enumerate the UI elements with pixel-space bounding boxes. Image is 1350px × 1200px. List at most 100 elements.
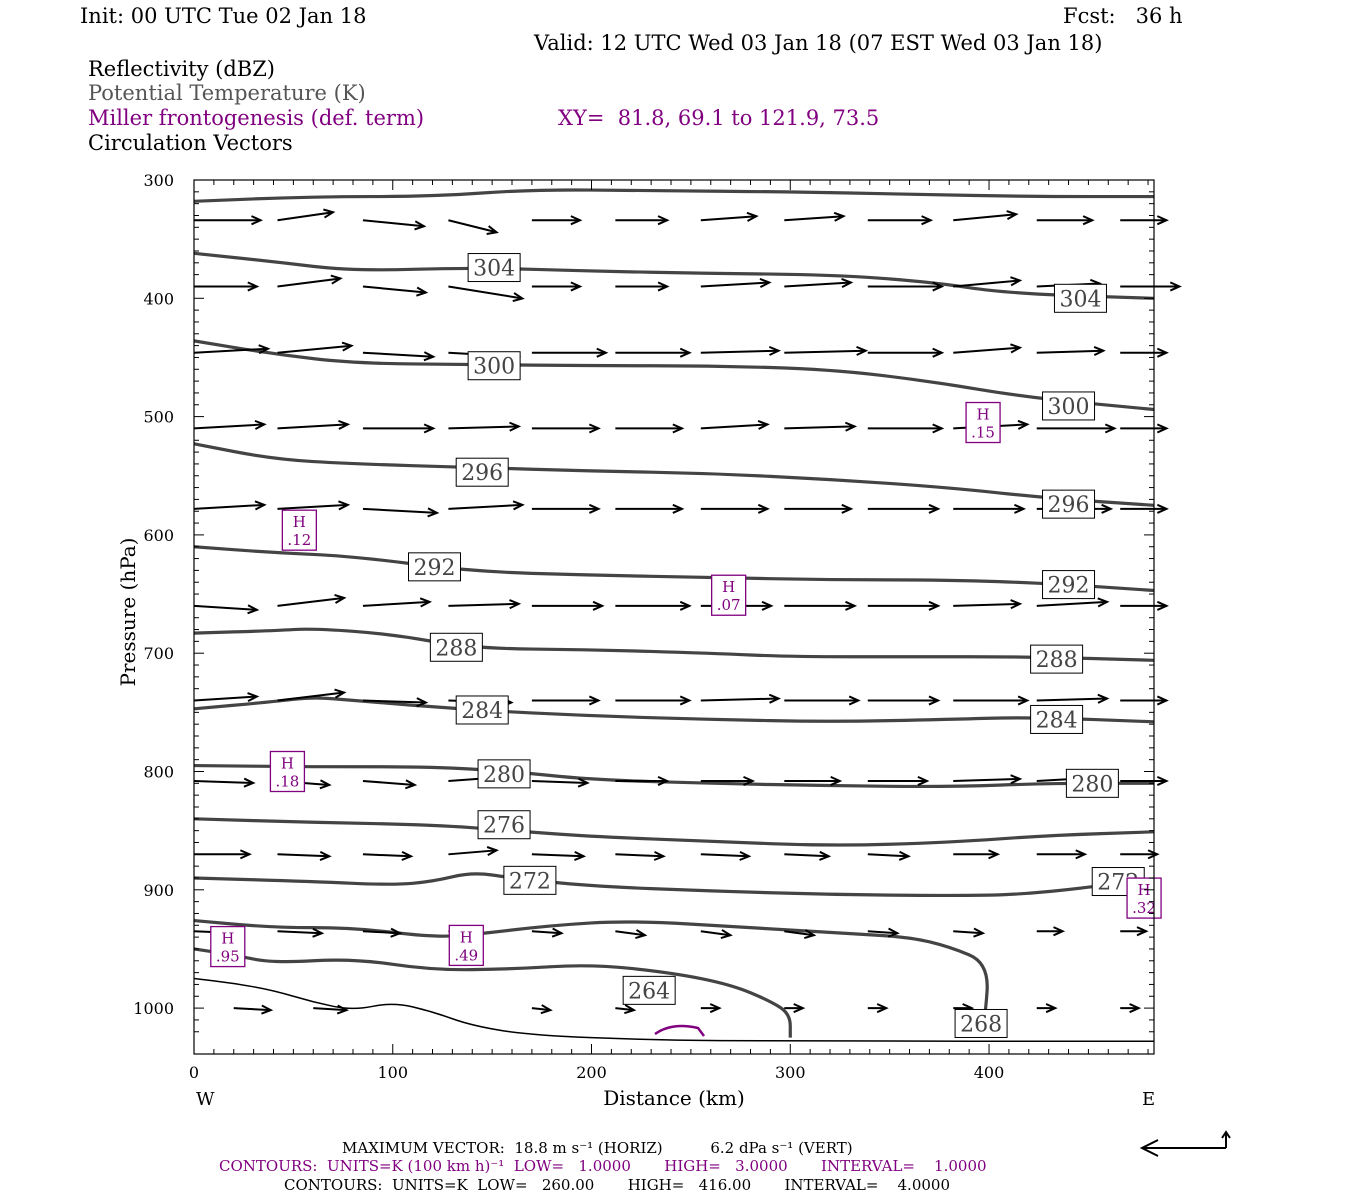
vector-head [761,600,774,611]
vector-shaft [1036,697,1108,702]
theta-label-text: 288 [1036,648,1078,673]
vector-shaft [193,347,269,354]
vector-head [1156,347,1169,358]
circulation-vector [700,850,752,861]
vector-shaft [362,285,426,294]
vector-head [928,600,941,611]
circulation-vector [700,929,733,939]
circulation-vector [1120,1003,1142,1014]
vector-head [588,423,601,434]
vector-head [1014,503,1027,514]
vector-head [973,927,986,938]
vector-shaft [277,423,348,430]
vector-shaft [362,779,415,786]
circulation-vector [1036,849,1088,860]
frontogenesis-high: H.49 [448,924,484,967]
circulation-vector [277,500,351,511]
vector-shaft [615,930,646,937]
circulation-vector [784,345,869,356]
circulation-vector [193,692,260,703]
vector-shaft [277,277,341,288]
vector-shaft [700,349,779,354]
circulation-vector [615,775,670,786]
frontogenesis-high: H.18 [269,750,306,793]
frontogenesis-high: H.07 [711,574,747,616]
circulation-vector [531,777,590,788]
circulation-vector [1120,423,1169,434]
theta-contour-308 [193,188,1154,203]
vector-shaft [362,699,426,704]
theta-label-text: 300 [473,355,515,380]
vector-head [624,1004,637,1015]
theta-labels: 304 304 300 300 296 296 292 292 288 288 284 284 280 2… [407,253,1145,1038]
circulation-vector [867,850,911,861]
theta-label-264: 264 [622,975,676,1005]
vector-shaft [531,853,584,858]
circulation-vector [1036,423,1117,434]
vector-shaft [362,507,437,514]
vector-shaft [448,425,519,430]
theta-label-box [954,1008,1008,1038]
vector-head [833,211,846,222]
circulation-vector [615,695,692,706]
theta-contour-280 [193,763,1154,789]
axes: 300 400 500 600 700 800 900 1000 0 100 200 300 400 [133,171,1154,1082]
circulation-vector [867,503,941,514]
circulation-vector [194,215,264,226]
vector-shaft [784,425,855,430]
vector-head [921,215,934,226]
frontogenesis-highs: H.15H.12H.07H.18H.32H.95H.49 [210,401,1162,968]
circulation-vector [313,1004,350,1015]
vector-head [334,593,347,604]
theta-label-300: 300 [1042,391,1096,421]
high-letter: H [221,930,234,948]
vector-head [247,604,260,615]
circulation-vector [448,599,522,610]
vector-head [793,1003,806,1014]
circulation-vector [784,775,843,786]
high-box [448,924,484,967]
x-tick-label: 300 [775,1063,806,1082]
circulation-vector [1120,347,1169,358]
circulation-vector [1036,926,1066,937]
theta-label-text: 280 [483,763,525,788]
high-letter: H [460,928,473,946]
high-letter: H [977,406,990,424]
y-tick-label: 1000 [133,999,174,1018]
circulation-vector [277,927,325,938]
vector-head [819,850,832,861]
theta-contour-304 [193,251,1155,300]
circulation-vector [700,1003,722,1014]
circulation-vector [531,600,605,611]
vector-shaft [193,779,254,784]
vector-head [932,281,945,292]
circulation-vector [867,1003,889,1014]
vector-shaft [531,930,562,935]
theta-label-284: 284 [455,695,509,725]
theta-label-text: 272 [509,869,551,894]
theta-label-text: 292 [413,556,455,581]
high-value: .95 [216,948,240,966]
vector-shaft [193,503,265,510]
circulation-vector [1120,600,1169,611]
theta-label-text: 280 [1071,772,1113,797]
circulation-vector [362,507,440,518]
vector-head [416,697,429,708]
high-value: .18 [275,773,299,791]
vector-shaft [193,604,257,611]
vector-head [720,929,733,939]
frontogenesis-contour-info: CONTOURS: UNITS=K (100 km h)⁻¹ LOW= 1.00… [219,1157,987,1175]
vector-head [1017,695,1030,706]
theta-label-box [1065,768,1119,798]
vector-shaft [277,596,345,607]
vector-shaft [953,213,1017,222]
vector-head [1101,503,1114,514]
vector-head [887,927,900,938]
high-box [210,925,246,968]
circulation-vector [953,695,1030,706]
circulation-vector [867,423,945,434]
theta-label-box [503,865,557,895]
vector-shaft [448,503,523,510]
theta-label-text: 304 [473,257,515,282]
vector-head [830,775,843,786]
